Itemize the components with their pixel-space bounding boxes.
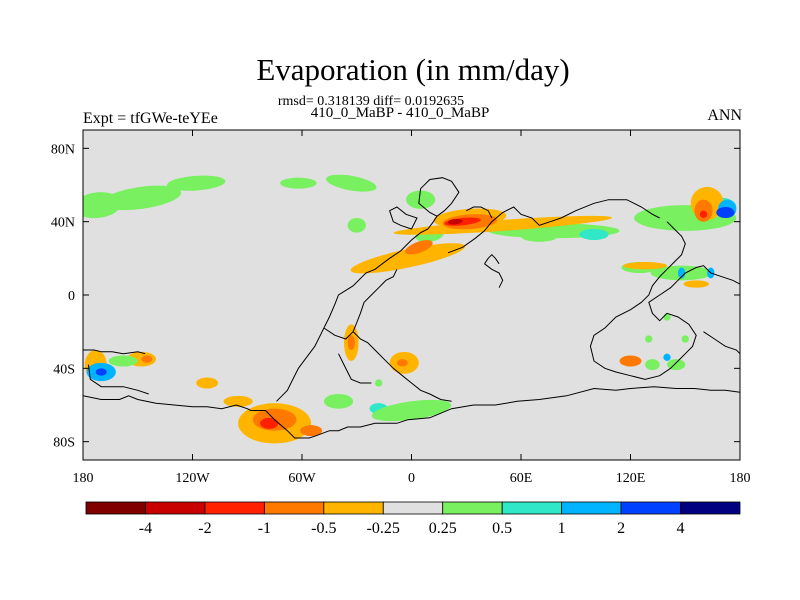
anomaly-patch [95, 368, 107, 376]
anomaly-patch [260, 417, 279, 429]
colorbar-label: -0.5 [311, 520, 336, 537]
colorbar-label: -0.25 [367, 520, 400, 537]
anomaly-patch [623, 262, 667, 270]
colorbar-label: 0.25 [429, 520, 457, 537]
anomaly-patch [716, 207, 735, 218]
colorbar-swatch [680, 501, 741, 515]
coastline [83, 349, 146, 355]
colorbar-swatch [442, 501, 503, 515]
anomaly-patch [645, 335, 653, 343]
colorbar-swatch [263, 501, 325, 515]
anomaly-patch [521, 230, 558, 242]
colorbar-swatch [561, 501, 622, 515]
coastline [484, 253, 500, 265]
anomaly-patch [347, 218, 366, 233]
colorbar-swatch [323, 501, 384, 515]
anomaly-patch [681, 335, 689, 343]
anomaly-patch [375, 379, 383, 387]
anomaly-patch [300, 425, 323, 437]
anomaly-patch [619, 355, 642, 367]
x-tick-label: 120W [175, 471, 210, 486]
colorbar-swatch [145, 501, 206, 515]
y-tick-label: 80S [53, 436, 75, 451]
y-tick-label: 40S [53, 362, 75, 377]
coastline [338, 353, 372, 384]
anomaly-patch [396, 359, 408, 367]
y-tick-label: 80N [51, 142, 75, 157]
anomaly-patch [404, 240, 433, 255]
colorbar-label: 1 [558, 520, 566, 537]
anomaly-patch [683, 280, 709, 288]
anomaly-patch [677, 267, 686, 279]
x-tick-label: 60E [510, 471, 533, 486]
x-tick-label: 0 [408, 471, 415, 486]
colorbar-label: 2 [617, 520, 625, 537]
x-tick-label: 120E [616, 471, 646, 486]
colorbar-swatch [501, 501, 563, 515]
anomaly-patch [101, 185, 182, 211]
colorbar-label: 4 [677, 520, 685, 537]
anomaly-patch [579, 229, 609, 240]
colorbar-swatch [620, 501, 681, 515]
y-tick-label: 40N [51, 216, 75, 231]
coastline-layer [83, 177, 740, 439]
anomaly-patch [223, 395, 253, 407]
coastline [352, 331, 452, 402]
colorbar-label: -2 [198, 520, 211, 537]
colorbar-label: -4 [139, 520, 152, 537]
anomaly-patch [645, 359, 660, 371]
y-tick-label: 0 [68, 289, 75, 304]
colorbar: -4 -2 -1 -0.5 -0.25 0.25 0.5 1 2 4 [85, 501, 741, 537]
x-tick-label: 60W [288, 471, 316, 486]
anomaly-patch [326, 174, 377, 192]
anomaly-patch [448, 218, 463, 225]
anomaly-patch [167, 175, 226, 191]
anomaly-patch [406, 190, 436, 209]
stats-line: rmsd= 0.318139 diff= 0.0192635 [277, 94, 465, 109]
coastline [388, 206, 418, 230]
colorbar-swatch [382, 501, 444, 515]
anomaly-patch [196, 377, 219, 389]
anomaly-patch [663, 353, 671, 362]
coastline [466, 206, 493, 219]
anomaly-patch [323, 394, 354, 409]
x-tick-label: 180 [730, 471, 751, 486]
colorbar-label: 0.5 [492, 520, 512, 537]
anomaly-patch [108, 355, 138, 367]
plot-title: Evaporation (in mm/day) [256, 52, 570, 87]
coastline [276, 327, 325, 402]
anomaly-patch [371, 399, 452, 422]
anomaly-patch [393, 215, 612, 235]
coastline [88, 364, 149, 395]
anomaly-patch [280, 177, 317, 189]
coastline [648, 265, 740, 369]
x-tick-label: 180 [73, 471, 94, 486]
coastline [83, 386, 740, 439]
coastline [352, 269, 398, 332]
experiment-label: Expt = tfGWe-teYEe [83, 110, 218, 127]
anomaly-patch [347, 335, 355, 350]
coastline [418, 177, 460, 217]
coastline [560, 199, 660, 219]
coastline [589, 276, 671, 380]
coastline [447, 206, 562, 254]
coastline [703, 331, 740, 355]
colorbar-swatch [204, 501, 265, 515]
experiments-line: 410_0_MaBP - 410_0_MaBP [310, 105, 490, 121]
coastline [323, 215, 438, 329]
anomaly-patch [699, 210, 708, 218]
coastline [323, 327, 354, 340]
coastline [484, 263, 504, 288]
anomaly-patch [141, 355, 153, 363]
colorbar-label: -1 [258, 520, 271, 537]
season-label: ANN [707, 107, 742, 124]
colorbar-swatch [85, 501, 146, 515]
axis-layer: 180 120W 60W 0 60E 120E 180 80N 40N 0 40S 80S [51, 130, 751, 486]
coastline [659, 221, 686, 278]
